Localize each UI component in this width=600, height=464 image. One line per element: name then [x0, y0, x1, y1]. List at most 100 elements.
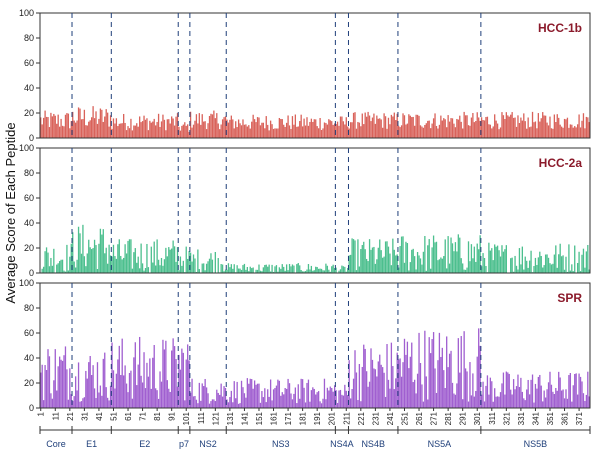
bar — [90, 356, 91, 408]
bar — [143, 352, 144, 408]
bar — [271, 124, 272, 138]
bar — [172, 241, 173, 273]
bar — [462, 128, 463, 138]
bar — [237, 127, 238, 138]
bar — [69, 128, 70, 138]
bar — [200, 401, 201, 408]
bar — [415, 115, 416, 138]
y-tick-label: 0 — [29, 133, 34, 143]
bar — [122, 123, 123, 138]
bar — [142, 121, 143, 138]
bar — [156, 390, 157, 408]
bar — [466, 371, 467, 408]
bar — [119, 124, 120, 138]
bar — [149, 121, 150, 138]
bar — [152, 263, 153, 273]
bar — [439, 333, 440, 408]
bar — [261, 391, 262, 408]
bar — [343, 396, 344, 408]
bar — [282, 264, 283, 273]
bar — [62, 126, 63, 138]
region-label: NS4B — [361, 439, 385, 449]
bar — [544, 391, 545, 408]
bar — [43, 267, 44, 273]
bar — [164, 349, 165, 408]
bar — [175, 359, 176, 408]
bar — [289, 125, 290, 138]
bar — [98, 393, 99, 409]
bar — [113, 370, 114, 408]
bar — [453, 251, 454, 273]
bar — [97, 362, 98, 408]
bar — [343, 266, 344, 273]
bar — [85, 371, 86, 408]
bar — [306, 383, 307, 408]
bar — [261, 123, 262, 138]
bar — [545, 116, 546, 138]
bar — [44, 365, 45, 408]
bar — [161, 258, 162, 273]
bar — [389, 254, 390, 273]
bar — [241, 381, 242, 408]
bar — [232, 402, 233, 408]
bar — [253, 389, 254, 408]
x-tick-label: 241 — [386, 411, 395, 425]
bar — [120, 123, 121, 138]
bar — [154, 345, 155, 408]
bar — [76, 260, 77, 273]
bar — [417, 252, 418, 273]
bar — [267, 125, 268, 138]
bar — [519, 123, 520, 138]
bar — [490, 251, 491, 273]
bar — [359, 123, 360, 138]
bar — [440, 257, 441, 273]
bar — [522, 247, 523, 273]
bar — [82, 119, 83, 138]
bar — [410, 357, 411, 408]
bar — [90, 120, 91, 138]
bar — [199, 383, 200, 408]
bar — [228, 263, 229, 273]
bar — [53, 249, 54, 273]
bar — [53, 114, 54, 138]
bar — [530, 380, 531, 408]
bar — [136, 263, 137, 273]
bar — [138, 365, 139, 408]
bar — [431, 247, 432, 273]
bar — [119, 346, 120, 408]
bar — [344, 385, 345, 408]
bar — [250, 267, 251, 273]
bar — [123, 114, 124, 138]
bar — [279, 381, 280, 408]
bar — [471, 395, 472, 408]
bar — [212, 260, 213, 273]
bar — [215, 252, 216, 273]
bar — [68, 114, 69, 138]
bar — [171, 249, 172, 273]
bar — [434, 113, 435, 138]
bar — [404, 263, 405, 273]
bar — [116, 374, 117, 408]
bar — [84, 110, 85, 138]
bar — [461, 122, 462, 138]
bar — [213, 111, 214, 138]
bar — [538, 377, 539, 408]
bar — [378, 248, 379, 273]
bar — [340, 390, 341, 408]
bar — [458, 234, 459, 273]
bar — [202, 114, 203, 138]
bar — [292, 116, 293, 138]
bar — [560, 125, 561, 138]
bar — [437, 360, 438, 408]
bar — [87, 379, 88, 408]
bar — [554, 255, 555, 273]
bar — [193, 254, 194, 273]
bar — [47, 117, 48, 138]
bar — [388, 118, 389, 138]
bar — [210, 401, 211, 408]
bar — [399, 127, 400, 138]
bar — [357, 400, 358, 408]
bar — [353, 239, 354, 273]
y-tick-label: 0 — [29, 268, 34, 278]
bar — [314, 389, 315, 408]
